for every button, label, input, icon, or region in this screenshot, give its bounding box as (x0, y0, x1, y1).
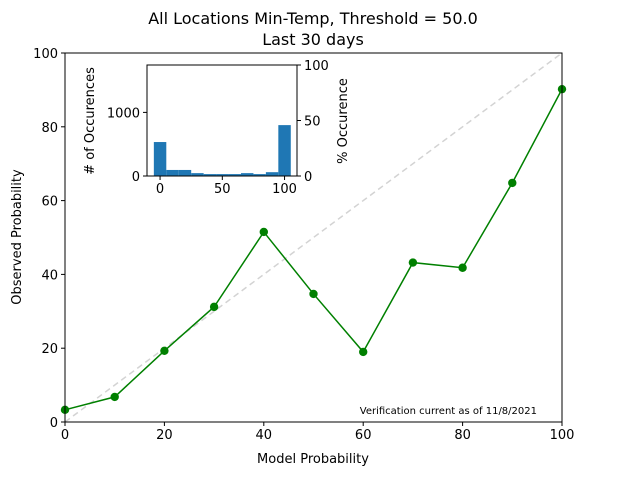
y-tick-label: 60 (41, 195, 58, 210)
data-point (160, 346, 169, 355)
plot-frame (64, 52, 563, 423)
data-point (508, 178, 517, 188)
histogram-bar (178, 169, 192, 176)
histogram-bar (191, 173, 204, 176)
histogram-bar (240, 173, 254, 176)
y-axis-label: Observed Probability (10, 169, 25, 305)
data-point (259, 227, 268, 237)
inset-right-tick-label: 0 (304, 170, 312, 185)
inset-x-tick-label: 50 (214, 182, 231, 197)
data-point (359, 347, 368, 357)
histogram-bar (253, 174, 266, 176)
inset-y-tick-label: 1000 (107, 106, 140, 121)
x-tick-label: 40 (256, 428, 273, 443)
data-point (309, 289, 318, 299)
chart-subtitle: Last 30 days (262, 30, 364, 49)
inset-background (147, 65, 297, 176)
histogram-bar (203, 174, 217, 176)
chart-title: All Locations Min-Temp, Threshold = 50.0 (148, 9, 478, 28)
inset-y-axis-label: # of Occurences (83, 67, 98, 175)
inset-right-axis-label: % Occurence (336, 78, 351, 164)
x-tick-label: 80 (454, 428, 471, 443)
histogram-bar (153, 142, 167, 176)
x-tick-label: 0 (61, 428, 69, 443)
reference-diagonal (64, 52, 563, 423)
inset-right-tick-label: 50 (304, 115, 321, 130)
x-tick-label: 100 (550, 428, 575, 443)
data-point (458, 263, 467, 272)
histogram-bar (278, 125, 291, 176)
x-tick-label: 60 (355, 428, 372, 443)
y-tick-label: 100 (33, 47, 58, 62)
histogram-bar (166, 169, 179, 176)
y-tick-label: 20 (41, 342, 58, 357)
y-tick-label: 0 (50, 416, 58, 431)
y-tick-label: 40 (41, 268, 58, 283)
series-line (64, 88, 563, 411)
inset-x-tick-label: 0 (156, 182, 164, 197)
data-point (110, 392, 119, 402)
x-tick-label: 20 (156, 428, 173, 443)
inset-y-tick-label: 0 (132, 170, 140, 185)
histogram-bar (265, 172, 279, 176)
inset-x-tick-label: 100 (272, 182, 297, 197)
histogram-bar (216, 174, 229, 176)
y-tick-label: 80 (41, 121, 58, 136)
data-point (408, 258, 418, 267)
inset-right-tick-label: 100 (304, 59, 329, 74)
verification-annotation: Verification current as of 11/8/2021 (360, 406, 537, 417)
x-axis-label: Model Probability (257, 452, 369, 467)
data-point (209, 302, 219, 312)
histogram-bar (228, 174, 241, 176)
